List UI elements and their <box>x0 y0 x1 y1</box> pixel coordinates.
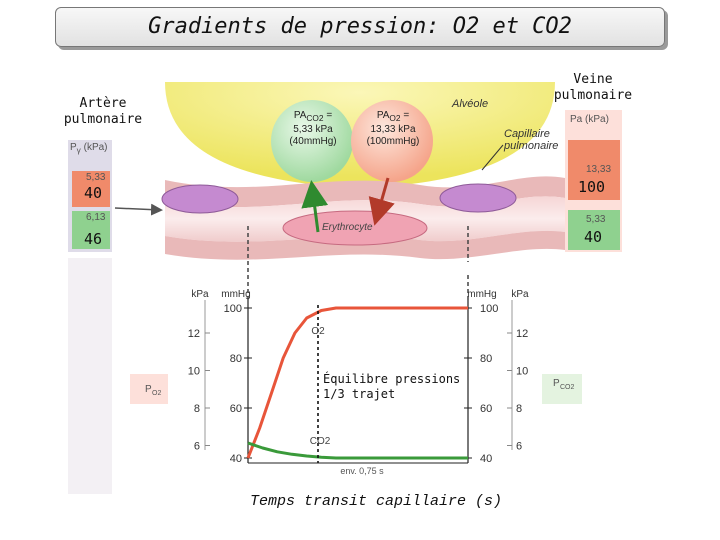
bubble-o2-sub2: 2 <box>395 113 401 123</box>
mmhg-tick-label-right: 60 <box>480 403 492 415</box>
left-box-header-sub: γ <box>76 145 81 155</box>
inflow-arrow <box>114 203 163 216</box>
bubble-co2-text: PACO2 = 5,33 kPa (40mmHg) <box>283 110 343 148</box>
equilibrium-note: Équilibre pressions 1/3 trajet <box>323 372 460 402</box>
left-box-header-unit: (kPa) <box>83 142 108 153</box>
bubble-o2-text: PAO2 = 13,33 kPa (100mmHg) <box>360 110 426 148</box>
capillaire-label: Capillaire pulmonaire <box>504 128 558 152</box>
bubble-o2-sub1: O <box>389 113 396 123</box>
right-box-val2: 5,33 <box>586 214 606 225</box>
mmhg-tick-label-left: 80 <box>230 353 242 365</box>
time-annotation: env. 0,75 s <box>340 466 384 476</box>
bubble-o2-line1: PA <box>376 110 390 121</box>
mmhg-tick-label-right: 100 <box>480 303 498 315</box>
chart-left-panel <box>68 258 112 494</box>
equilibrium-note-line2: 1/3 trajet <box>323 387 396 401</box>
left-box-val2-big: 46 <box>84 230 103 248</box>
x-axis-label: Temps transit capillaire (s) <box>249 493 503 510</box>
mmhg-tick-label-left: 40 <box>230 453 242 465</box>
cell-left <box>161 184 239 214</box>
mmhg-tick-label-left: 100 <box>224 303 242 315</box>
erythrocyte-label: Erythrocyte <box>322 222 373 233</box>
kpa-tick-label-left: 6 <box>194 441 200 453</box>
bubble-co2-line1: PA <box>293 110 307 121</box>
right-box-val1-big: 100 <box>578 178 606 196</box>
bubble-o2-line2: 13,33 kPa <box>370 124 416 135</box>
kpa-tick-label-left: 12 <box>188 328 200 340</box>
mmhg-tick-label-left: 60 <box>230 403 242 415</box>
co2-arrow <box>301 180 329 233</box>
po2-box <box>130 374 168 404</box>
bubble-o2-line3: (100mmHg) <box>366 136 420 147</box>
alveole-label: Alvéole <box>452 98 489 110</box>
bubble-o2 <box>351 100 433 182</box>
o2-arrow <box>368 177 395 226</box>
pco2-box-sub: CO2 <box>560 384 575 391</box>
kpa-tick-label-right: 10 <box>516 366 528 378</box>
kpa-tick-label-right: 12 <box>516 328 528 340</box>
left-mmhg-unit: mmHg <box>221 289 250 300</box>
page-title: Gradients de pression: O2 et CO2 <box>55 7 665 47</box>
bubble-co2 <box>271 100 353 182</box>
co2-curve <box>247 441 468 460</box>
left-box-header: Pγ (kPa) <box>70 142 108 155</box>
o2-curve <box>246 306 468 459</box>
capillaire-pointer <box>481 144 504 171</box>
capillaire-label-line1: Capillaire <box>504 128 550 140</box>
left-label-line1: Artère <box>79 96 127 111</box>
right-box-val1: 13,33 <box>586 164 612 175</box>
pco2-box-label: P <box>553 378 560 389</box>
kpa-tick-label-right: 6 <box>516 441 522 453</box>
bubble-co2-line2: 5,33 kPa <box>293 124 333 135</box>
left-box-val2: 6,13 <box>86 212 106 223</box>
left-label-line2: pulmonaire <box>63 112 143 127</box>
right-box-header: Pa (kPa) <box>570 114 609 125</box>
left-box-header-p: P <box>70 142 77 153</box>
bubble-co2-sub2: 2 <box>318 113 324 123</box>
bubble-co2-eq: = <box>326 110 333 121</box>
right-mmhg-unit: mmHg <box>467 289 496 300</box>
mmhg-tick-label-right: 40 <box>480 453 492 465</box>
bubble-o2-eq: = <box>403 110 410 121</box>
capillaire-label-line2: pulmonaire <box>504 140 559 152</box>
right-label: Veine pulmonaire <box>538 72 648 104</box>
bubble-co2-sub1: CO <box>306 113 319 123</box>
right-box-val2-big: 40 <box>584 228 603 246</box>
o2-curve-label: O2 <box>311 326 325 337</box>
po2-box-sub: O2 <box>152 390 161 397</box>
cell-right <box>439 183 517 213</box>
right-label-line1: Veine <box>573 72 613 87</box>
left-kpa-unit: kPa <box>191 289 209 300</box>
po2-box-label: P <box>145 384 152 395</box>
kpa-tick-label-left: 8 <box>194 403 200 415</box>
equilibrium-note-line1: Équilibre pressions <box>323 372 461 386</box>
right-kpa-unit: kPa <box>511 289 529 300</box>
bubble-co2-line3: (40mmHg) <box>289 136 337 147</box>
right-label-line2: pulmonaire <box>553 88 633 103</box>
kpa-tick-label-left: 10 <box>188 366 200 378</box>
left-box-val1: 5,33 <box>86 172 106 183</box>
kpa-tick-label-right: 8 <box>516 403 522 415</box>
left-box-val1-big: 40 <box>84 184 103 202</box>
mmhg-tick-label-right: 80 <box>480 353 492 365</box>
co2-curve-label: CO2 <box>310 436 331 447</box>
left-label: Artère pulmonaire <box>48 96 158 128</box>
pco2-box <box>542 374 582 404</box>
